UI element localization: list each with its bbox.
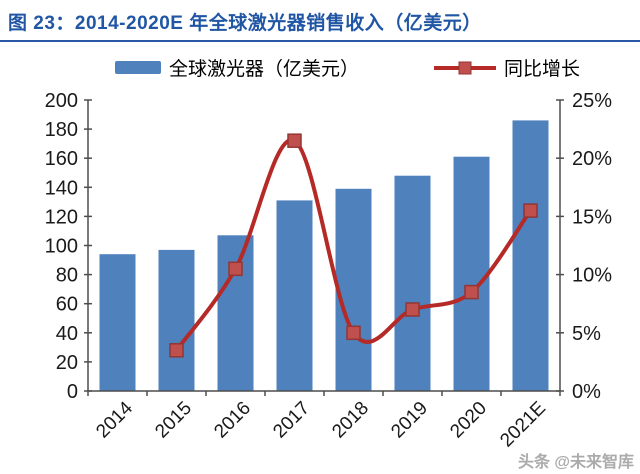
title-divider: [0, 40, 640, 42]
x-axis-label-group: 2021E: [496, 398, 550, 452]
right-axis-label: 15%: [572, 206, 612, 228]
x-axis-label: 2018: [328, 398, 373, 443]
x-axis-label-group: 2018: [328, 398, 373, 443]
x-axis-label: 2016: [210, 398, 255, 443]
x-axis-label-group: 2015: [151, 398, 196, 443]
figure-title: 图 23：2014-2020E 年全球激光器销售收入（亿美元）: [8, 13, 482, 34]
bar-2020: [453, 156, 490, 391]
x-axis-label-group: 2017: [269, 398, 314, 443]
growth-marker-2016: [228, 261, 243, 277]
bar-2014: [99, 254, 136, 391]
x-axis-label-group: 2016: [210, 398, 255, 443]
left-axis-label: 120: [45, 206, 78, 228]
bar-2017: [276, 200, 313, 391]
x-axis-label: 2019: [387, 398, 432, 443]
legend-item-line: 同比增长: [434, 54, 580, 81]
bar-2018: [335, 188, 372, 391]
growth-marker-2020: [464, 284, 479, 300]
bar-series-swatch: [114, 61, 161, 74]
left-axis-label: 80: [56, 265, 78, 287]
x-axis-label: 2014: [92, 397, 137, 442]
legend-item-bars: 全球激光器（亿美元）: [114, 54, 359, 81]
x-axis-label: 2015: [151, 398, 196, 443]
right-axis-label: 5%: [572, 323, 601, 345]
x-axis-label-group: 2019: [387, 398, 432, 443]
left-axis-label: 180: [45, 119, 78, 141]
bar-2015: [158, 249, 195, 391]
x-axis-label: 2017: [269, 398, 314, 443]
x-axis-label: 2021E: [496, 398, 550, 452]
growth-marker-2017: [287, 133, 302, 148]
growth-marker-2021E: [523, 203, 538, 218]
left-axis-label: 0: [67, 381, 78, 403]
bar-2019: [394, 175, 431, 391]
left-axis-label: 60: [56, 294, 78, 316]
legend-label-bars: 全球激光器（亿美元）: [168, 59, 359, 80]
growth-marker-2019: [405, 302, 420, 317]
x-axis-label-group: 2014: [92, 397, 137, 442]
legend-label-line: 同比增长: [504, 59, 581, 80]
left-axis-label: 40: [56, 323, 78, 345]
chart-legend: 全球激光器（亿美元） 同比增长: [0, 54, 640, 81]
right-axis-label: 20%: [572, 148, 612, 170]
left-axis-label: 200: [45, 90, 78, 112]
left-axis-label: 20: [56, 352, 78, 374]
growth-marker-2015: [169, 343, 184, 358]
right-axis-label: 0%: [572, 381, 601, 403]
left-axis-label: 160: [45, 148, 78, 170]
right-axis-label: 10%: [572, 265, 612, 287]
right-axis-label: 25%: [572, 90, 612, 112]
bar-2021E: [512, 120, 549, 392]
x-axis-label-group: 2020: [446, 398, 491, 443]
bar-2016: [217, 235, 254, 391]
left-axis-label: 100: [45, 236, 78, 258]
watermark: 头条 @未来智库: [517, 454, 634, 471]
left-axis-label: 140: [45, 177, 78, 199]
growth-marker-2018: [346, 325, 361, 341]
line-series-swatch: [434, 61, 496, 74]
x-axis-label: 2020: [446, 398, 491, 443]
line-marker-swatch: [458, 61, 472, 74]
